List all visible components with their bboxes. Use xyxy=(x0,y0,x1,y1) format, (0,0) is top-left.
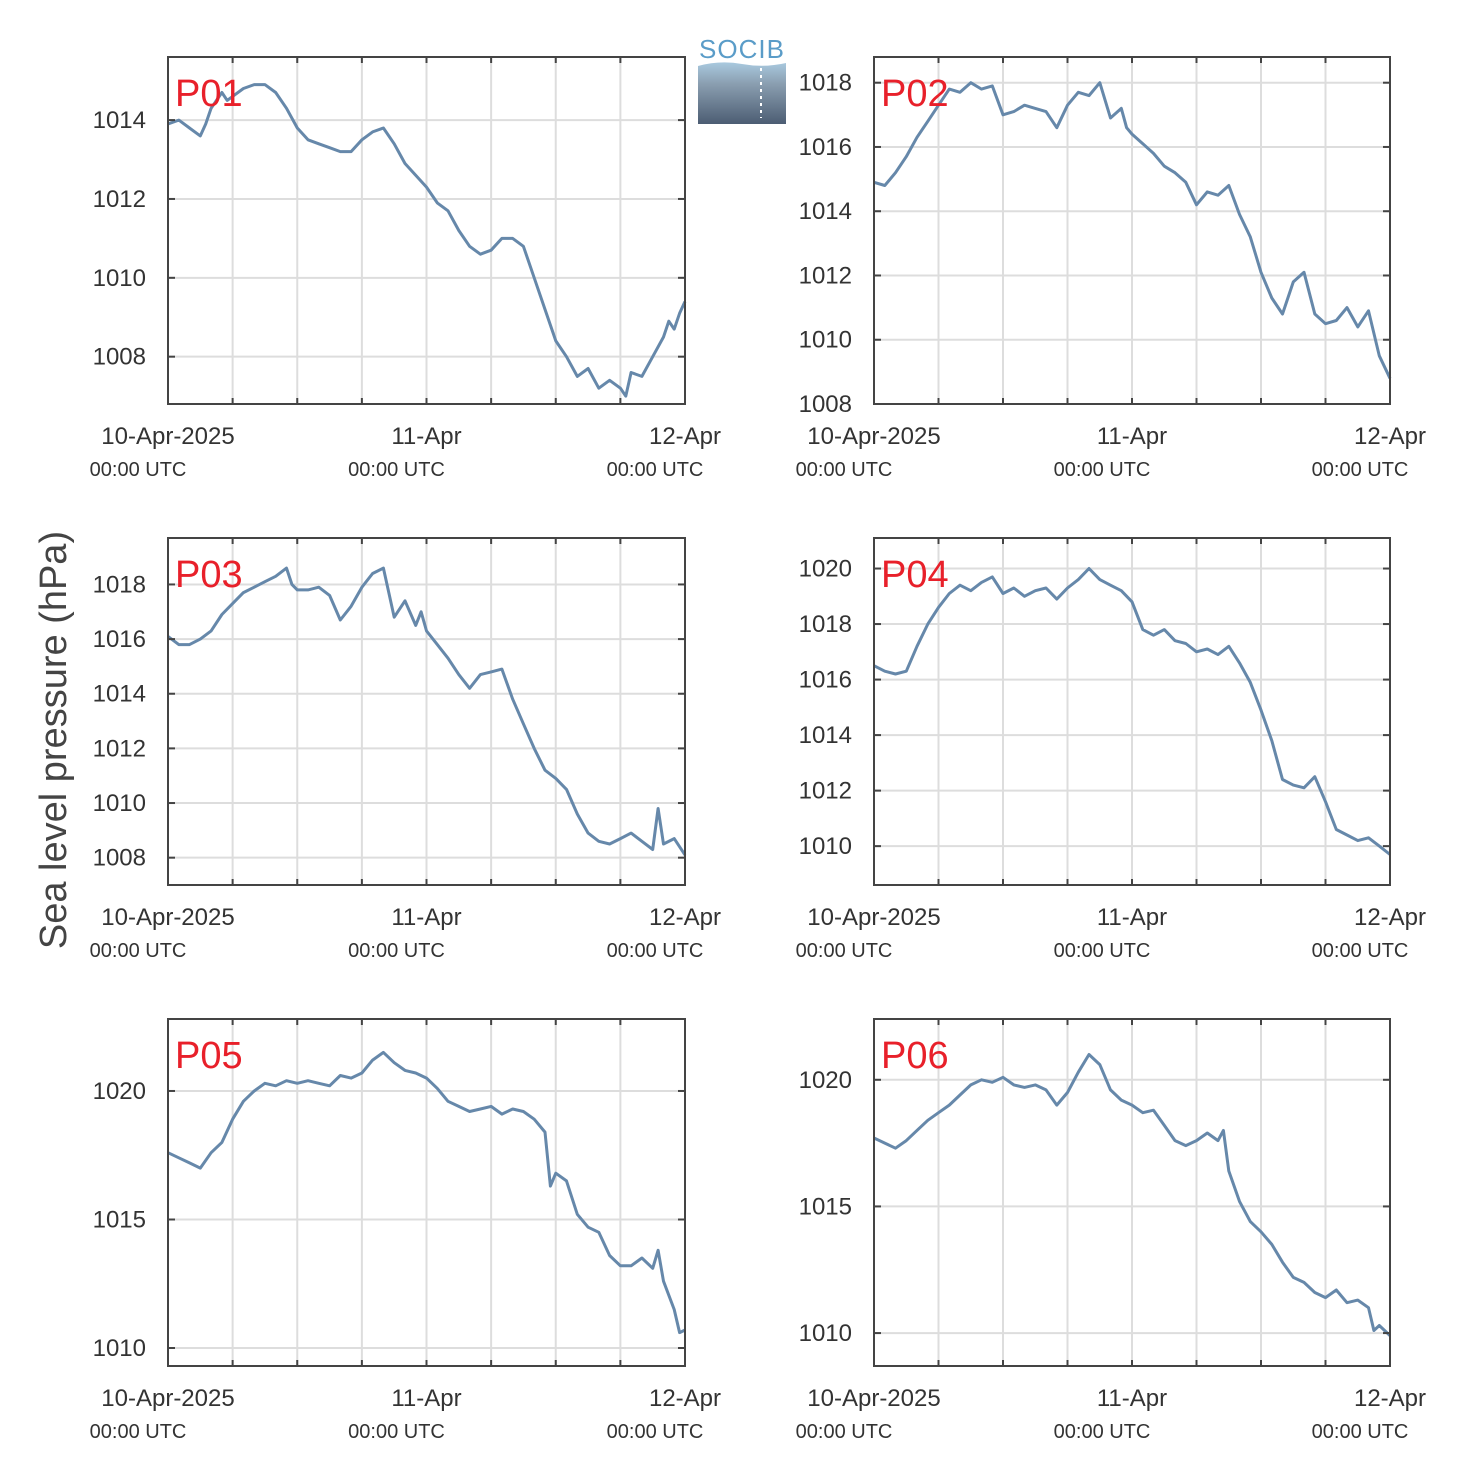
x-tick-sublabel: 00:00 UTC xyxy=(796,1421,893,1443)
chart-panel-3: 1008 1010 1012 1014 1016 1018 10-Apr-2025 00:00… xyxy=(90,537,721,962)
logo-wave-icon xyxy=(698,62,786,124)
x-tick-sublabel: 00:00 UTC xyxy=(1054,940,1151,962)
x-tick-sublabel: 00:00 UTC xyxy=(607,459,704,481)
y-tick-label: 1010 xyxy=(93,265,146,292)
x-tick-sublabel: 00:00 UTC xyxy=(1054,1421,1151,1443)
x-tick-sublabel: 00:00 UTC xyxy=(1054,459,1151,481)
x-tick-label: 12-Apr xyxy=(649,1385,721,1412)
y-tick-label: 1016 xyxy=(93,626,146,653)
y-tick-label: 1016 xyxy=(799,667,852,694)
y-tick-label: 1010 xyxy=(799,327,852,354)
y-tick-label: 1014 xyxy=(799,722,852,749)
panel-title: P05 xyxy=(175,1035,243,1077)
panels: 1008 1010 1012 1014 10-Apr-2025 00:00 UTC 11-A… xyxy=(90,56,1426,1443)
y-tick-label: 1014 xyxy=(93,681,146,708)
x-tick-label: 10-Apr-2025 xyxy=(101,423,234,450)
chart-panel-4: 1010 1012 1014 1016 1018 1020 10-Apr-2025 00:00… xyxy=(796,537,1426,962)
x-tick-label: 12-Apr xyxy=(1354,1385,1426,1412)
y-tick-label: 1012 xyxy=(799,778,852,805)
x-tick-sublabel: 00:00 UTC xyxy=(1312,459,1409,481)
series-line xyxy=(873,567,1391,856)
x-tick-sublabel: 00:00 UTC xyxy=(90,1421,187,1443)
x-tick-sublabel: 00:00 UTC xyxy=(796,940,893,962)
chart-panel-2: 1008 1010 1012 1014 1016 1018 10-Apr-2025 00:00… xyxy=(796,56,1426,481)
x-tick-sublabel: 00:00 UTC xyxy=(607,1421,704,1443)
x-tick-label: 12-Apr xyxy=(1354,904,1426,931)
x-tick-label: 11-Apr xyxy=(1097,904,1167,931)
x-tick-label: 11-Apr xyxy=(1097,423,1167,450)
x-tick-sublabel: 00:00 UTC xyxy=(348,1421,445,1443)
y-tick-label: 1008 xyxy=(799,391,852,418)
x-tick-label: 10-Apr-2025 xyxy=(807,904,940,931)
x-tick-label: 12-Apr xyxy=(1354,423,1426,450)
y-tick-label: 1018 xyxy=(799,70,852,97)
x-tick-sublabel: 00:00 UTC xyxy=(1312,940,1409,962)
y-axis-label: Sea level pressure (hPa) xyxy=(33,531,75,949)
x-tick-label: 10-Apr-2025 xyxy=(807,423,940,450)
y-tick-label: 1012 xyxy=(93,186,146,213)
x-tick-sublabel: 00:00 UTC xyxy=(348,940,445,962)
panel-title: P02 xyxy=(881,73,949,115)
panel-title: P03 xyxy=(175,554,243,596)
panel-title: P06 xyxy=(881,1035,949,1077)
y-tick-label: 1014 xyxy=(93,107,146,134)
chart-panel-5: 1010 1015 1020 10-Apr-2025 00:00 UTC 11-Apr 00… xyxy=(90,1018,721,1443)
y-tick-label: 1020 xyxy=(93,1078,146,1105)
x-tick-label: 12-Apr xyxy=(649,423,721,450)
y-tick-label: 1012 xyxy=(799,262,852,289)
y-tick-label: 1015 xyxy=(93,1206,146,1233)
panel-title: P04 xyxy=(881,554,949,596)
y-tick-label: 1010 xyxy=(93,790,146,817)
x-tick-sublabel: 00:00 UTC xyxy=(607,940,704,962)
x-tick-sublabel: 00:00 UTC xyxy=(90,459,187,481)
x-tick-label: 10-Apr-2025 xyxy=(807,1385,940,1412)
y-tick-label: 1008 xyxy=(93,344,146,371)
y-tick-label: 1020 xyxy=(799,1067,852,1094)
y-tick-label: 1015 xyxy=(799,1193,852,1220)
y-tick-label: 1010 xyxy=(93,1335,146,1362)
x-tick-label: 10-Apr-2025 xyxy=(101,1385,234,1412)
series-line xyxy=(167,566,687,856)
x-tick-label: 11-Apr xyxy=(391,1385,461,1412)
x-tick-label: 11-Apr xyxy=(391,423,461,450)
y-tick-label: 1014 xyxy=(799,198,852,225)
x-tick-sublabel: 00:00 UTC xyxy=(796,459,893,481)
logo-text: SOCIB xyxy=(699,34,785,64)
y-tick-label: 1016 xyxy=(799,134,852,161)
y-tick-label: 1010 xyxy=(799,1320,852,1347)
y-tick-label: 1010 xyxy=(799,833,852,860)
x-tick-sublabel: 00:00 UTC xyxy=(1312,1421,1409,1443)
x-tick-sublabel: 00:00 UTC xyxy=(90,940,187,962)
series-line xyxy=(873,1053,1392,1337)
panel-title: P01 xyxy=(175,73,243,115)
chart-panel-1: 1008 1010 1012 1014 10-Apr-2025 00:00 UTC 11-A… xyxy=(90,56,721,481)
y-tick-label: 1018 xyxy=(93,571,146,598)
series-line xyxy=(873,81,1392,379)
x-tick-sublabel: 00:00 UTC xyxy=(348,459,445,481)
series-line xyxy=(167,83,687,398)
chart-panel-6: 1010 1015 1020 10-Apr-2025 00:00 UTC 11-Apr 00… xyxy=(796,1018,1426,1443)
x-tick-label: 11-Apr xyxy=(1097,1385,1167,1412)
series-line xyxy=(167,1050,686,1335)
socib-logo: SOCIB xyxy=(698,34,786,124)
x-tick-label: 12-Apr xyxy=(649,904,721,931)
y-tick-label: 1020 xyxy=(799,556,852,583)
y-tick-label: 1008 xyxy=(93,845,146,872)
y-tick-label: 1018 xyxy=(799,611,852,638)
y-tick-label: 1012 xyxy=(93,735,146,762)
x-tick-label: 11-Apr xyxy=(391,904,461,931)
x-tick-label: 10-Apr-2025 xyxy=(101,904,234,931)
